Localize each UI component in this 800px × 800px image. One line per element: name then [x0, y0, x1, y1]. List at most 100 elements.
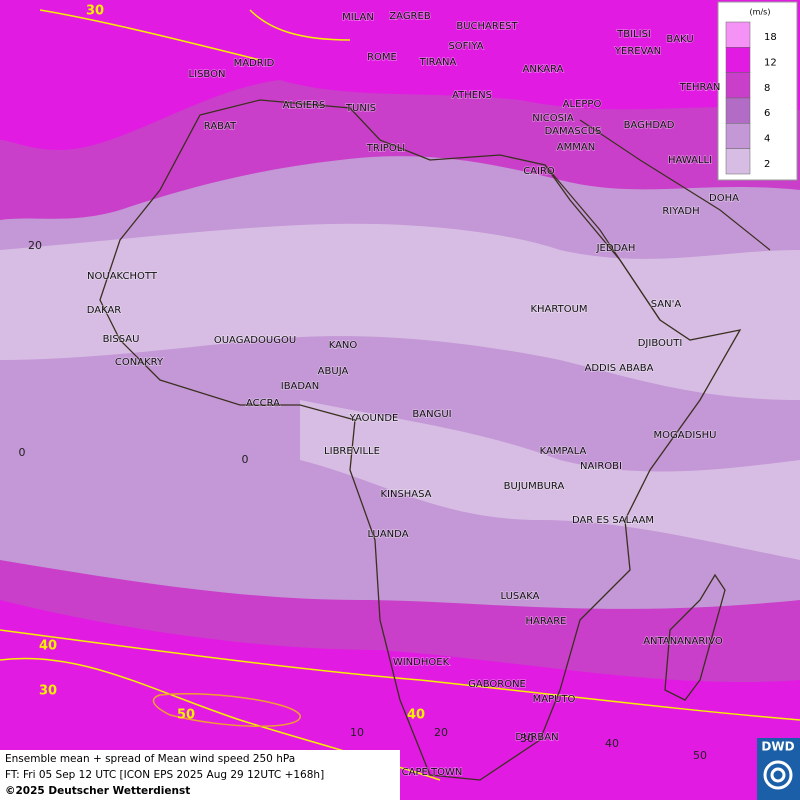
- city-label: TEHRAN: [679, 82, 721, 93]
- band: [0, 0, 800, 150]
- contour-label: 30: [39, 684, 57, 699]
- legend-unit: (m/s): [750, 8, 771, 17]
- city-label: BAGHDAD: [624, 120, 675, 131]
- footer-text: FT: Fri 05 Sep 12 UTC [ICON EPS 2025 Aug…: [5, 769, 324, 781]
- city-label: DOHA: [709, 193, 739, 204]
- logo-icon: [763, 760, 793, 790]
- city-label: DURBAN: [515, 732, 558, 743]
- legend-label: 4: [764, 134, 770, 145]
- legend-swatch: [725, 21, 751, 48]
- city-label: JEDDAH: [596, 243, 636, 254]
- city-label: WINDHOEK: [393, 657, 450, 668]
- legend: (m/s) 18 12 8 6 4 2: [717, 1, 798, 181]
- logo-text: DWD: [761, 740, 794, 754]
- coastline: [544, 119, 771, 321]
- city-label: BISSAU: [103, 334, 140, 345]
- contour-label: 50: [177, 708, 195, 723]
- city-label: LIBREVILLE: [324, 446, 380, 457]
- contour: [152, 692, 301, 727]
- city-label: KINSHASA: [380, 489, 431, 500]
- longitude-label: 20: [434, 726, 448, 739]
- city-label: RIYADH: [662, 206, 699, 217]
- city-label: TBILISI: [616, 29, 651, 40]
- city-label: DAKAR: [87, 305, 122, 316]
- city-label: ROME: [367, 52, 397, 63]
- city-label: ANTANANARIVO: [643, 636, 723, 647]
- city-label: MOGADISHU: [654, 430, 717, 441]
- city-label: YEREVAN: [614, 46, 661, 57]
- city-label: BAKU: [666, 34, 693, 45]
- legend-label: 6: [764, 108, 770, 119]
- legend-label: 8: [764, 83, 770, 94]
- city-label: ANKARA: [523, 64, 564, 75]
- contour-label: 40: [407, 708, 425, 723]
- city-label: KANO: [329, 340, 358, 351]
- legend-swatch: [725, 72, 751, 99]
- contour-label: 40: [39, 639, 57, 654]
- longitude-label: 10: [350, 726, 364, 739]
- city-label: NICOSIA: [532, 113, 574, 124]
- city-label: KAMPALA: [540, 446, 587, 457]
- legend-label: 18: [764, 32, 777, 43]
- city-label: LUSAKA: [501, 591, 540, 602]
- city-label: LUANDA: [367, 529, 408, 540]
- longitude-label: 30: [520, 732, 534, 745]
- city-label: YAOUNDE: [349, 413, 399, 424]
- city-label: ALEPPO: [563, 99, 602, 110]
- city-label: ATHENS: [452, 90, 492, 101]
- city-label: DAR ES SALAAM: [572, 515, 654, 526]
- city-label: IBADAN: [281, 381, 320, 392]
- city-label: ACCRA: [246, 398, 280, 409]
- city-label: CONAKRY: [115, 357, 164, 368]
- footer-text: ©2025 Deutscher Wetterdienst: [5, 785, 190, 797]
- contour: [39, 9, 351, 61]
- city-label: DAMASCUS: [545, 126, 602, 137]
- legend-label: 2: [764, 159, 770, 170]
- band: [0, 223, 800, 400]
- city-label: HARARE: [525, 616, 566, 627]
- city-label: BUCHAREST: [456, 21, 518, 32]
- contour-label: 30: [86, 4, 104, 19]
- city-label: MAPUTO: [533, 694, 576, 705]
- city-label: BANGUI: [412, 409, 451, 420]
- city-label: ZAGREB: [389, 11, 431, 22]
- legend-swatch: [725, 123, 751, 149]
- longitude-label: 50: [693, 749, 707, 762]
- legend-swatch: [725, 97, 751, 124]
- legend-swatch: [725, 47, 751, 73]
- band: [300, 400, 800, 560]
- city-label: TIRANA: [419, 57, 457, 68]
- coastline: [664, 573, 726, 701]
- city-label: TUNIS: [345, 103, 376, 114]
- city-label: HAWALLI: [668, 155, 712, 166]
- latitude-label: 0: [19, 446, 26, 459]
- footer-text: Ensemble mean + spread of Mean wind spee…: [5, 753, 295, 765]
- city-label: CAIRO: [523, 166, 555, 177]
- city-label: SOFIYA: [448, 41, 483, 52]
- city-label: GABORONE: [468, 679, 526, 690]
- longitude-label: 0: [242, 453, 249, 466]
- coastline: [99, 99, 742, 781]
- city-label: KHARTOUM: [530, 304, 587, 315]
- city-label: NOUAKCHOTT: [87, 271, 158, 282]
- city-label: DJIBOUTI: [638, 338, 683, 349]
- city-label: NAIROBI: [580, 461, 622, 472]
- city-label: BUJUMBURA: [504, 481, 565, 492]
- longitude-label: 40: [605, 737, 619, 750]
- city-label: MADRID: [234, 58, 275, 69]
- city-label: RABAT: [204, 121, 237, 132]
- city-label: MILAN: [342, 12, 374, 23]
- city-label: AMMAN: [557, 142, 595, 153]
- legend-swatch: [725, 148, 751, 175]
- city-label: ALGIERS: [283, 100, 326, 111]
- footer-box: [0, 750, 400, 800]
- logo-icon: [770, 767, 786, 783]
- city-label: TRIPOLI: [366, 143, 405, 154]
- legend-label: 12: [764, 58, 777, 69]
- city-label: OUAGADOUGOU: [214, 335, 296, 346]
- city-label: SAN'A: [651, 299, 682, 310]
- city-label: ADDIS ABABA: [585, 363, 654, 374]
- latitude-label: 20: [28, 239, 42, 252]
- city-label: ABUJA: [318, 366, 349, 377]
